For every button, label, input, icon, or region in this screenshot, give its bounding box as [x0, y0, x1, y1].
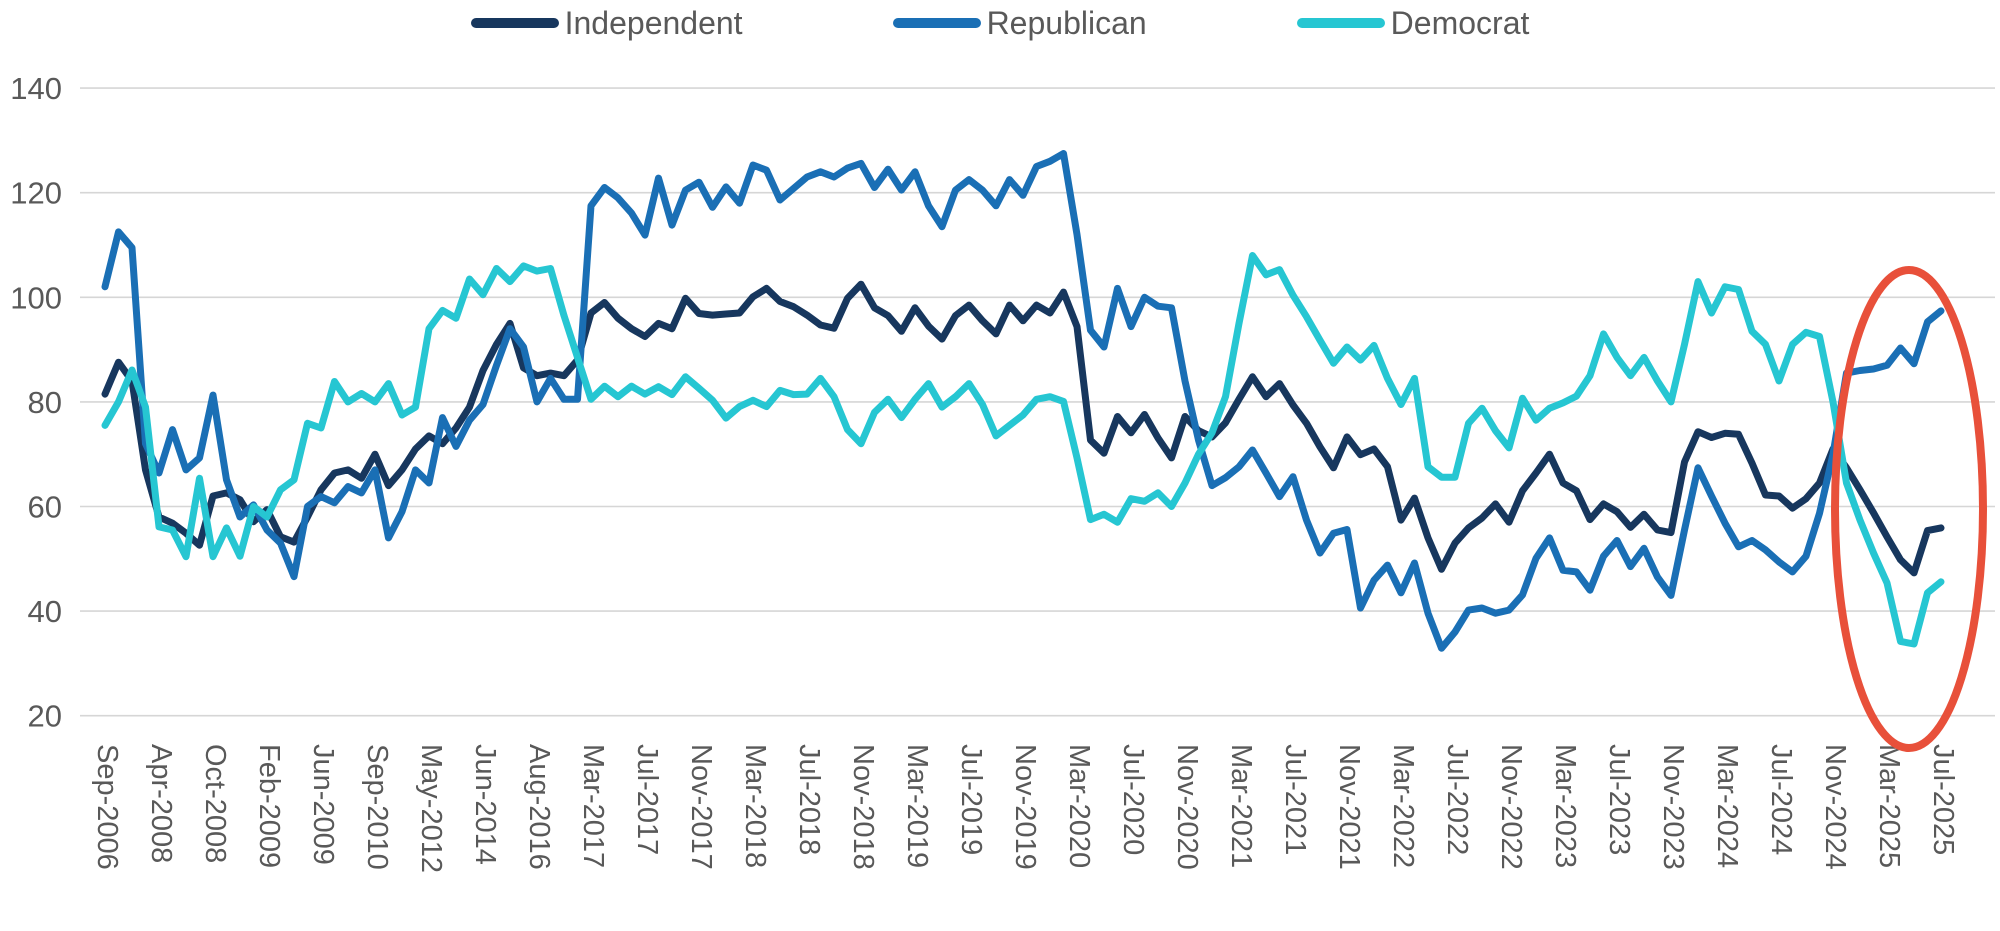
x-axis-tick-label: Nov-2019 — [1009, 744, 1041, 870]
x-axis-tick-label: Mar-2017 — [577, 744, 609, 868]
x-axis-tick-label: Jul-2025 — [1927, 744, 1959, 855]
x-axis-tick-label: Sep-2010 — [361, 744, 393, 870]
x-axis-tick-label: Jul-2021 — [1279, 744, 1311, 855]
x-axis-tick-label: Mar-2020 — [1063, 744, 1095, 868]
y-axis-tick-label: 40 — [28, 594, 62, 629]
x-axis-tick-label: Aug-2016 — [523, 744, 555, 870]
y-axis-tick-label: 80 — [28, 385, 62, 420]
x-axis-tick-label: Nov-2024 — [1819, 744, 1851, 870]
x-axis-tick-label: Jul-2019 — [955, 744, 987, 855]
x-axis-tick-label: Mar-2021 — [1225, 744, 1257, 868]
x-axis-tick-label: Nov-2018 — [847, 744, 879, 870]
x-axis-tick-label: Jul-2017 — [631, 744, 663, 855]
legend-label: Democrat — [1390, 4, 1530, 41]
x-axis-tick-label: Mar-2022 — [1387, 744, 1419, 868]
x-axis-tick-label: Nov-2020 — [1171, 744, 1203, 870]
x-axis-tick-label: Jun-2009 — [307, 744, 339, 865]
x-axis-tick-label: Jul-2023 — [1603, 744, 1635, 855]
x-axis-tick-label: Nov-2017 — [685, 744, 717, 870]
democrat-line — [101, 252, 1945, 648]
x-axis-tick-label: Nov-2022 — [1495, 744, 1527, 870]
y-axis-tick-label: 100 — [10, 280, 62, 315]
x-axis-tick-label: Jun-2014 — [469, 744, 501, 865]
x-axis-tick-label: Sep-2006 — [91, 744, 123, 870]
independent-line — [101, 280, 1945, 577]
x-axis-tick-label: Oct-2008 — [199, 744, 231, 863]
legend-label: Republican — [986, 4, 1147, 41]
chart-legend: Independent Republican Democrat — [0, 0, 2000, 46]
x-axis-tick-label: Jul-2018 — [793, 744, 825, 855]
y-axis-tick-label: 60 — [28, 490, 62, 525]
republican-line — [101, 150, 1945, 652]
legend-item-democrat: Democrat — [1296, 4, 1530, 42]
x-axis-tick-label: Apr-2008 — [145, 744, 177, 863]
democrat-series-swatch-icon — [1296, 18, 1385, 28]
highlight-ellipse-annotation — [1831, 266, 1987, 752]
x-axis-tick-label: Jul-2020 — [1117, 744, 1149, 855]
x-axis-tick-label: Mar-2025 — [1873, 744, 1905, 868]
x-axis-tick-label: Feb-2009 — [253, 744, 285, 868]
republican-series-swatch-icon — [892, 18, 981, 28]
x-axis-tick-label: Jul-2022 — [1441, 744, 1473, 855]
independent-series-swatch-icon — [470, 18, 559, 28]
y-axis-tick-label: 20 — [28, 699, 62, 734]
x-axis-tick-label: Mar-2023 — [1549, 744, 1581, 868]
x-axis-tick-label: May-2012 — [415, 744, 447, 873]
legend-item-republican: Republican — [892, 4, 1147, 42]
y-axis-tick-label: 140 — [10, 71, 62, 106]
x-axis-tick-label: Mar-2024 — [1711, 744, 1743, 868]
x-axis-tick-label: Jul-2024 — [1765, 744, 1797, 855]
x-axis-tick-label: Mar-2019 — [901, 744, 933, 868]
x-axis-tick-label: Nov-2023 — [1657, 744, 1689, 870]
x-axis-tick-label: Mar-2018 — [739, 744, 771, 868]
x-axis-tick-label: Nov-2021 — [1333, 744, 1365, 870]
legend-label: Independent — [564, 4, 743, 41]
y-axis-tick-label: 120 — [10, 176, 62, 211]
legend-item-independent: Independent — [470, 4, 743, 42]
